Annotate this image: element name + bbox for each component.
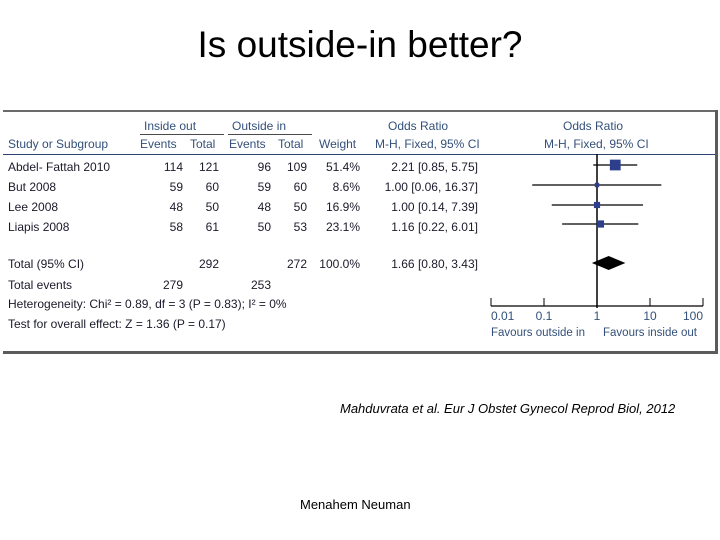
events2-header: Events [229,137,266,151]
total2-cell: 60 [293,180,307,194]
total2-sum: 272 [286,257,307,271]
pooled-diamond [591,256,626,270]
events1-cell: 59 [169,180,183,194]
weight-header: Weight [319,137,357,151]
x-tick-label: 0.01 [491,309,515,323]
total-label: Total (95% CI) [8,257,85,271]
citation: Mahduvrata et al. Eur J Obstet Gynecol R… [340,401,676,416]
x-tick-label: 1 [594,309,601,323]
or-marker [609,159,621,171]
events2-cell: 96 [257,160,271,174]
footer-author: Menahem Neuman [300,497,411,512]
events1-cell: 58 [169,220,183,234]
events1-header: Events [140,137,177,151]
total1-cell: 61 [205,220,219,234]
study-name: Liapis 2008 [8,220,70,234]
total1-cell: 50 [205,200,219,214]
or-marker [596,220,605,228]
group1-underline [140,134,224,135]
study-name: Abdel- Fattah 2010 [8,160,111,174]
or-marker [594,182,600,188]
x-tick-label: 100 [683,309,703,323]
total2-cell: 50 [293,200,307,214]
total1-cell: 121 [198,160,219,174]
total1-cell: 60 [205,180,219,194]
events2-cell: 48 [257,200,271,214]
weight-cell: 51.4% [325,160,360,174]
overall-effect-text: Test for overall effect: Z = 1.36 (P = 0… [8,317,226,331]
forest-plot: 0.01 0.1 1 10 100 Favours outside in Favours… [490,154,704,339]
favours-right-label: Favours inside out [603,327,698,339]
heterogeneity-text: Heterogeneity: Chi² = 0.89, df = 3 (P = … [8,297,287,311]
total2-cell: 53 [293,220,307,234]
ci-cell: 1.00 [0.14, 7.39] [391,200,478,214]
total-events1: 279 [162,278,183,292]
total-events-label: Total events [8,278,73,292]
total1-sum: 292 [198,257,219,271]
x-tick-label: 0.1 [536,309,553,323]
favours-left-label: Favours outside in [491,327,585,339]
group2-underline [228,134,312,135]
events1-cell: 114 [163,160,183,174]
ci-cell: 1.00 [0.06, 16.37] [384,180,478,194]
total-events2: 253 [250,278,271,292]
header-rule [3,154,715,155]
group2-header: Outside in [232,119,287,133]
forest-plot-figure: Inside out Outside in Odds Ratio Odds Ra… [3,110,718,354]
weight-cell: 23.1% [325,220,360,234]
total-ci: 1.66 [0.80, 3.43] [391,257,478,271]
or-marker [593,201,601,209]
study-name: Lee 2008 [8,200,59,214]
weight-cell: 8.6% [332,180,360,194]
total-weight: 100.0% [319,257,360,271]
study-name: But 2008 [8,180,57,194]
events2-cell: 50 [257,220,271,234]
plot-method-header: M-H, Fixed, 95% CI [544,137,649,151]
top-rule [3,110,715,112]
events2-cell: 59 [257,180,271,194]
slide-title: Is outside-in better? [197,24,523,65]
ci-cell: 1.16 [0.22, 6.01] [391,220,478,234]
total2-header: Total [278,137,304,151]
events1-cell: 48 [169,200,183,214]
plot-title-header: Odds Ratio [563,119,624,133]
ci-cell: 2.21 [0.85, 5.75] [391,160,478,174]
weight-cell: 16.9% [325,200,360,214]
or-method-header: M-H, Fixed, 95% CI [375,137,480,151]
total1-header: Total [190,137,216,151]
x-tick-label: 10 [643,309,657,323]
group1-header: Inside out [144,119,197,133]
study-header: Study or Subgroup [8,137,109,151]
total2-cell: 109 [286,160,307,174]
or-title-header: Odds Ratio [388,119,449,133]
